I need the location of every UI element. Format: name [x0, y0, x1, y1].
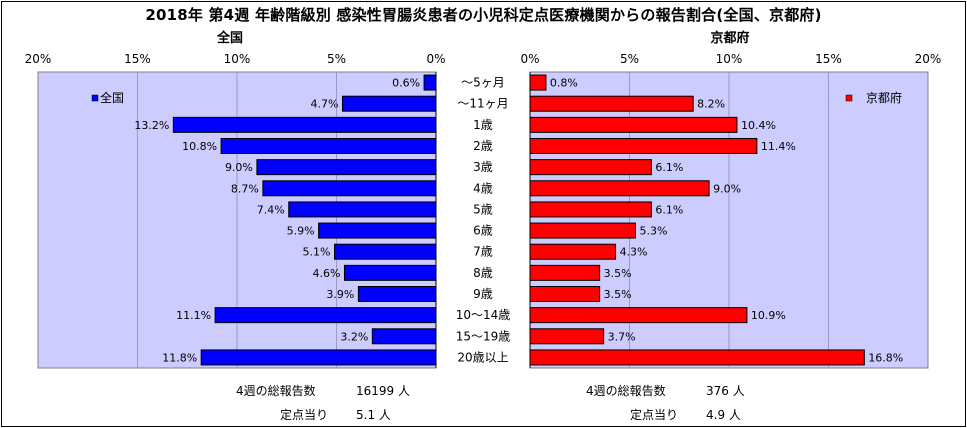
- kyoto-bar-4: [529, 138, 758, 154]
- national-tick-label: 5%: [327, 52, 346, 66]
- category-label: 20歳以上: [457, 350, 508, 364]
- national-data-label: 5.9%: [287, 225, 315, 238]
- kyoto-data-label: 3.5%: [604, 288, 632, 301]
- national-bar-5: [256, 159, 437, 176]
- kyoto-bar-10: [529, 264, 601, 281]
- kyoto-data-label: 16.8%: [868, 351, 903, 364]
- kyoto-data-label: 9.0%: [713, 182, 741, 195]
- kyoto-bar-5: [529, 159, 652, 176]
- kyoto-bar-1: [529, 74, 547, 91]
- national-per-value: 5.1 人: [356, 408, 391, 422]
- kyoto-total-value: 376 人: [706, 384, 745, 398]
- national-per-label: 定点当り: [280, 408, 329, 422]
- national-bar-13: [371, 328, 437, 345]
- national-tick-label: 0%: [426, 52, 445, 66]
- national-data-label: 3.2%: [340, 330, 368, 343]
- kyoto-data-label: 11.4%: [761, 140, 796, 153]
- kyoto-legend-swatch: [845, 94, 853, 102]
- category-label: 8歳: [473, 266, 493, 280]
- kyoto-bar-3: [529, 116, 738, 133]
- national-data-label: 3.9%: [326, 288, 354, 301]
- kyoto-total-label: 4週の総報告数: [586, 384, 666, 398]
- category-label: 3歳: [473, 160, 493, 174]
- national-total-value: 16199 人: [356, 384, 410, 398]
- kyoto-bar-6: [529, 180, 710, 197]
- national-data-label: 11.8%: [162, 351, 197, 364]
- kyoto-tick-label: 5%: [620, 52, 639, 66]
- national-legend-label: 全国: [100, 90, 124, 105]
- kyoto-bar-13: [529, 328, 605, 345]
- national-bar-6: [262, 180, 437, 197]
- kyoto-per-value: 4.9 人: [706, 408, 741, 422]
- national-data-label: 11.1%: [176, 309, 211, 322]
- kyoto-tick-label: 0%: [520, 52, 539, 66]
- kyoto-data-label: 8.2%: [697, 98, 725, 111]
- category-label: 15～19歳: [456, 329, 511, 343]
- national-bar-4: [220, 138, 437, 154]
- kyoto-data-label: 6.1%: [655, 203, 683, 216]
- national-data-label: 5.1%: [303, 246, 331, 259]
- kyoto-bar-8: [529, 222, 636, 239]
- national-data-label: 4.6%: [313, 267, 341, 280]
- category-label: 6歳: [473, 224, 493, 238]
- national-data-label: 13.2%: [134, 119, 169, 132]
- national-bar-9: [334, 243, 437, 260]
- category-label: 9歳: [473, 287, 493, 301]
- category-label: 1歳: [473, 118, 493, 132]
- national-tick-label: 10%: [224, 52, 251, 66]
- kyoto-tick-label: 10%: [716, 52, 743, 66]
- national-bar-10: [343, 264, 437, 281]
- national-bar-2: [341, 95, 437, 112]
- category-label: ～11ヶ月: [457, 97, 508, 111]
- national-panel-title: 全国: [216, 31, 243, 46]
- national-bar-11: [357, 286, 437, 302]
- national-data-label: 9.0%: [225, 161, 253, 174]
- category-label: ～5ヶ月: [461, 76, 505, 90]
- kyoto-bar-14: [529, 349, 865, 366]
- national-bar-8: [318, 222, 437, 239]
- kyoto-data-label: 3.5%: [604, 267, 632, 280]
- national-tick-label: 20%: [25, 52, 52, 66]
- kyoto-data-label: 0.8%: [550, 77, 578, 90]
- national-total-label: 4週の総報告数: [236, 384, 316, 398]
- national-data-label: 8.7%: [231, 182, 259, 195]
- national-bar-12: [214, 307, 437, 324]
- national-legend-swatch: [91, 94, 99, 102]
- kyoto-data-label: 3.7%: [608, 330, 636, 343]
- kyoto-tick-label: 20%: [915, 52, 942, 66]
- kyoto-bar-7: [529, 201, 652, 218]
- kyoto-bar-9: [529, 243, 617, 260]
- chart-title: 2018年 第4週 年齢階級別 感染性胃腸炎患者の小児科定点医療機関からの報告割…: [145, 6, 822, 24]
- kyoto-data-label: 10.9%: [751, 309, 786, 322]
- kyoto-data-label: 4.3%: [620, 246, 648, 259]
- national-bar-3: [172, 116, 437, 133]
- category-label: 2歳: [473, 139, 493, 153]
- national-tick-label: 15%: [124, 52, 151, 66]
- kyoto-data-label: 6.1%: [655, 161, 683, 174]
- kyoto-legend-label: 京都府: [866, 90, 902, 105]
- kyoto-bar-2: [529, 95, 694, 112]
- national-data-label: 10.8%: [182, 140, 217, 153]
- category-label: 7歳: [473, 245, 493, 259]
- national-data-label: 4.7%: [311, 98, 339, 111]
- kyoto-data-label: 5.3%: [639, 225, 667, 238]
- national-bar-7: [288, 201, 437, 218]
- kyoto-data-label: 10.4%: [741, 119, 776, 132]
- kyoto-tick-label: 15%: [815, 52, 842, 66]
- kyoto-per-label: 定点当り: [630, 408, 679, 422]
- kyoto-panel-title: 京都府: [710, 31, 750, 46]
- national-bar-1: [423, 74, 437, 91]
- national-data-label: 0.6%: [392, 77, 420, 90]
- national-data-label: 7.4%: [257, 203, 285, 216]
- kyoto-bar-11: [529, 286, 601, 302]
- category-label: 10～14歳: [456, 308, 511, 322]
- category-label: 5歳: [473, 202, 493, 216]
- category-label: 4歳: [473, 181, 493, 195]
- kyoto-bar-12: [529, 307, 748, 324]
- national-bar-14: [200, 349, 437, 366]
